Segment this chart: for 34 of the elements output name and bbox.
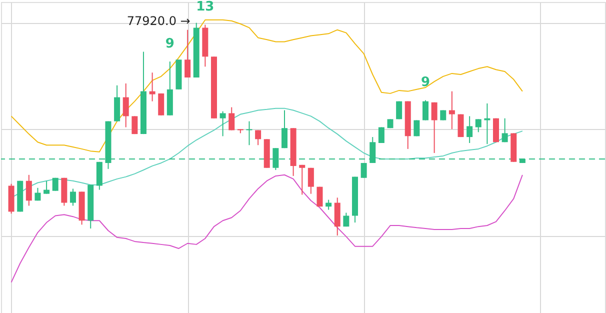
annotation: 9 (420, 75, 430, 90)
annotation: 9 (165, 36, 174, 52)
candlestick (281, 110, 288, 149)
candlestick (502, 118, 508, 143)
candlestick (299, 164, 306, 196)
candlestick (26, 174, 32, 206)
candlestick (228, 106, 235, 131)
candlestick (220, 110, 226, 137)
candlestick (360, 162, 367, 178)
candlestick (378, 126, 384, 144)
candlestick (158, 92, 164, 116)
annotation: 77920.0 → (126, 14, 190, 28)
candlestick (422, 100, 428, 121)
candlestick (184, 29, 191, 78)
candlestick (475, 118, 482, 133)
candlestick (466, 116, 473, 144)
candlestick (96, 161, 102, 190)
candlestick (122, 82, 129, 128)
candlestick (44, 180, 50, 194)
candlestick (132, 116, 138, 135)
candlestick (246, 120, 252, 146)
candlestick (431, 102, 438, 154)
candlestick (52, 177, 58, 192)
candlestick (326, 199, 332, 210)
candlestick (70, 188, 76, 206)
annotation: 13 (196, 0, 214, 15)
candlestick (334, 197, 340, 236)
candlestick (448, 90, 455, 130)
candlestick (34, 187, 41, 202)
candlestick (308, 167, 314, 194)
candlestick (255, 130, 262, 146)
candlestick (414, 120, 420, 137)
candlestick (343, 212, 350, 228)
candlestick (149, 72, 156, 102)
